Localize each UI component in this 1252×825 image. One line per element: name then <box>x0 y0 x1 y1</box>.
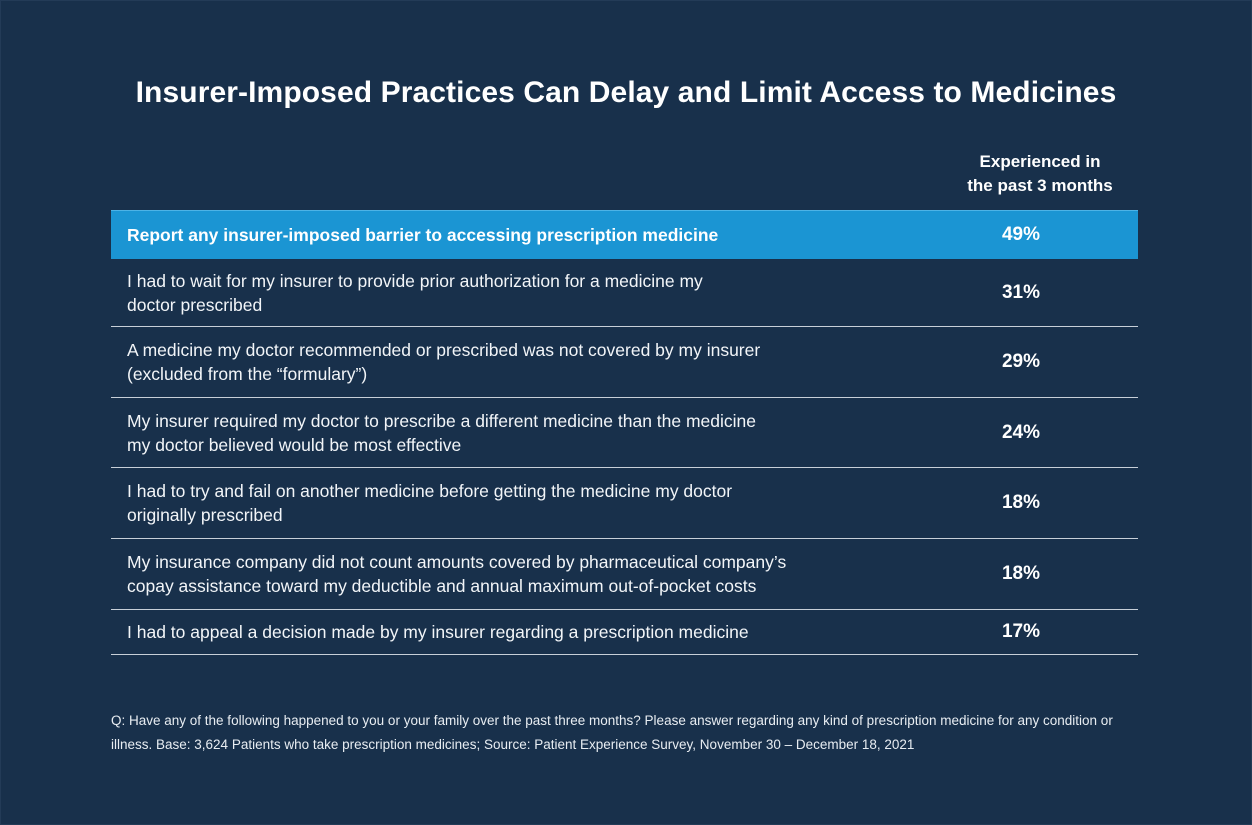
row-value: 18% <box>1001 563 1041 584</box>
results-table: Report any insurer-imposed barrier to ac… <box>111 210 1138 655</box>
row-label: I had to appeal a decision made by my in… <box>127 622 749 642</box>
row-label: I had to wait for my insurer to provide … <box>127 270 703 315</box>
chart-title: Insurer-Imposed Practices Can Delay and … <box>135 76 1117 109</box>
table-row: I had to appeal a decision made by my in… <box>111 610 1138 655</box>
row-value: 24% <box>1001 421 1041 443</box>
row-label: A medicine my doctor recommended or pres… <box>127 340 761 384</box>
row-label: My insurer required my doctor to prescri… <box>127 410 757 455</box>
row-value: 49% <box>1001 224 1041 245</box>
table-row: I had to try and fail on another medicin… <box>111 468 1138 539</box>
summary-row: Report any insurer-imposed barrier to ac… <box>111 210 1138 259</box>
row-value: 29% <box>1001 351 1041 372</box>
row-label: Report any insurer-imposed barrier to ac… <box>127 225 719 245</box>
table-row: My insurer required my doctor to prescri… <box>111 398 1138 468</box>
row-label: I had to try and fail on another medicin… <box>127 481 733 525</box>
row-value: 31% <box>1001 281 1041 303</box>
table-row: My insurance company did not count amoun… <box>111 539 1138 610</box>
row-value: 18% <box>1001 492 1041 513</box>
table-row: A medicine my doctor recommended or pres… <box>111 327 1138 398</box>
table-row: I had to wait for my insurer to provide … <box>111 259 1138 327</box>
row-label: My insurance company did not count amoun… <box>127 552 787 596</box>
row-value: 17% <box>1001 621 1041 642</box>
footnote: Q: Have any of the following happened to… <box>111 713 1113 752</box>
column-header: Experienced in the past 3 months <box>967 152 1113 195</box>
